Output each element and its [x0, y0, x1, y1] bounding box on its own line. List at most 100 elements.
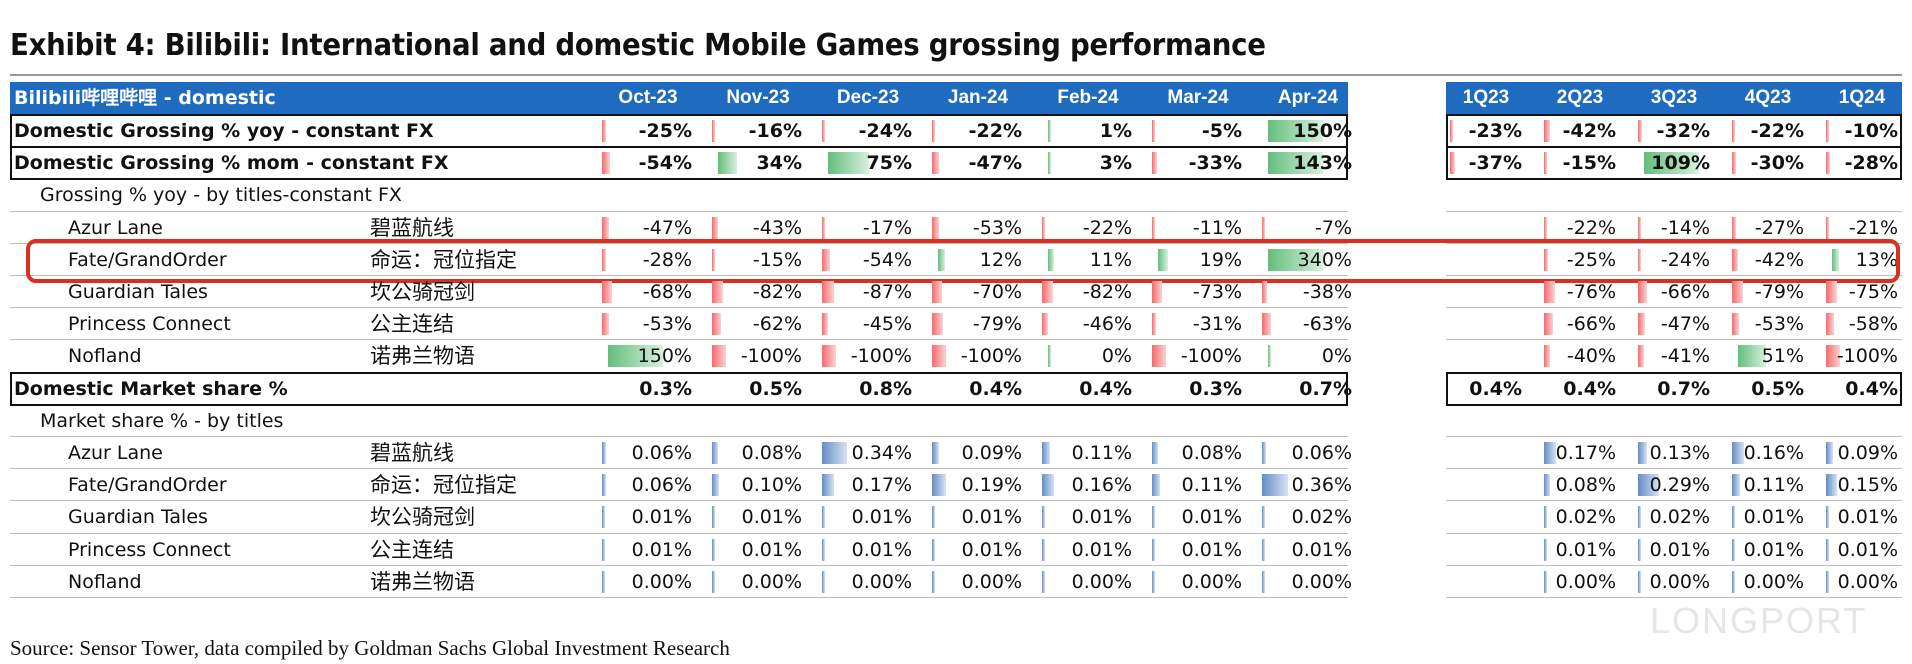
column-header-apr-24: Apr-24	[1277, 87, 1339, 108]
data-bar	[1450, 152, 1456, 175]
data-bar	[1152, 570, 1155, 593]
cell-value: -16%	[748, 120, 802, 142]
data-bar	[1152, 442, 1158, 464]
data-bar	[1638, 281, 1648, 303]
data-bar	[1544, 442, 1557, 464]
cell-value: -75%	[1848, 281, 1898, 303]
row-label: Nofland	[68, 345, 142, 368]
row-separator	[1446, 436, 1902, 437]
cell-value: -45%	[862, 313, 912, 336]
cell-value: 0.08%	[1555, 474, 1616, 497]
data-bar	[712, 345, 726, 368]
cell-value: 0.8%	[859, 377, 912, 400]
row-chinese-name: 命运：冠位指定	[370, 473, 517, 498]
data-bar	[1152, 216, 1155, 239]
cell-value: 0.3%	[639, 377, 692, 400]
cell-value: -100%	[960, 345, 1022, 368]
cell-value: -47%	[968, 152, 1022, 175]
row-label: Fate/GrandOrder	[68, 248, 227, 271]
data-bar	[1826, 442, 1833, 464]
column-header-2q23: 2Q23	[1556, 87, 1604, 108]
data-bar	[712, 248, 715, 271]
data-bar	[712, 474, 720, 497]
data-bar	[932, 570, 935, 593]
data-bar	[602, 152, 610, 175]
cell-value: -82%	[752, 281, 802, 303]
header-bar-quarterly	[1446, 82, 1902, 114]
cell-value: -22%	[1566, 216, 1616, 239]
data-bar	[1152, 313, 1157, 336]
cell-value: 0.09%	[1837, 442, 1898, 464]
data-bar	[1638, 345, 1644, 368]
data-bar	[1826, 570, 1829, 593]
data-bar	[932, 281, 942, 303]
cell-value: -25%	[638, 120, 692, 142]
data-bar	[1732, 570, 1735, 593]
data-bar	[1638, 120, 1643, 142]
data-bar	[1042, 474, 1054, 497]
data-bar	[1826, 313, 1835, 336]
column-header-4q23: 4Q23	[1744, 87, 1792, 108]
cell-value: 0.00%	[1291, 570, 1352, 593]
cell-value: 0.01%	[1743, 506, 1804, 529]
row-label: Guardian Tales	[68, 506, 208, 529]
cell-value: 0.01%	[1837, 506, 1898, 529]
data-bar	[1732, 152, 1737, 175]
cell-value: -23%	[1468, 120, 1522, 142]
cell-value: 0.02%	[1555, 506, 1616, 529]
cell-value: -7%	[1315, 216, 1352, 239]
data-bar	[932, 538, 935, 561]
cell-value: 0.08%	[741, 442, 802, 464]
cell-value: 3%	[1099, 152, 1132, 175]
cell-value: -24%	[1660, 248, 1710, 271]
row-label: Princess Connect	[68, 313, 231, 336]
data-bar	[1262, 538, 1265, 561]
header-bar-monthly	[10, 82, 1348, 114]
cell-value: -33%	[1188, 152, 1242, 175]
data-bar	[1544, 538, 1547, 561]
data-bar	[1152, 506, 1155, 529]
data-bar	[608, 345, 663, 368]
data-bar	[1048, 345, 1051, 368]
cell-value: 0.06%	[631, 442, 692, 464]
data-bar	[1042, 442, 1050, 464]
data-bar	[1826, 152, 1830, 175]
row-chinese-name: 命运：冠位指定	[370, 247, 517, 272]
data-bar	[1638, 474, 1659, 497]
data-bar	[602, 216, 609, 239]
cell-value: 0.01%	[741, 538, 802, 561]
cell-value: -100%	[740, 345, 802, 368]
cell-value: 0.00%	[741, 570, 802, 593]
cell-value: -47%	[642, 216, 692, 239]
data-bar	[1048, 152, 1051, 175]
cell-value: 0.01%	[851, 538, 912, 561]
data-bar	[1544, 216, 1548, 239]
cell-value	[1446, 535, 1522, 565]
row-separator	[10, 597, 1348, 598]
row-separator	[10, 500, 1348, 502]
data-bar	[1042, 313, 1049, 336]
row-box-right	[1446, 146, 1902, 181]
cell-value	[1446, 277, 1522, 307]
cell-value: 0.01%	[1837, 538, 1898, 561]
data-bar	[1262, 442, 1267, 464]
row-separator	[1446, 307, 1902, 309]
data-bar	[1638, 248, 1642, 271]
cell-value: 150%	[1293, 120, 1352, 142]
cell-value: 0%	[1101, 345, 1132, 368]
cell-value: -46%	[1082, 313, 1132, 336]
cell-value: -15%	[752, 248, 802, 271]
cell-value: -27%	[1754, 216, 1804, 239]
cell-value: -73%	[1192, 281, 1242, 303]
data-bar	[822, 216, 825, 239]
data-bar	[1732, 248, 1738, 271]
cell-value: 109%	[1651, 152, 1710, 175]
row-chinese-name: 诺弗兰物语	[370, 344, 475, 369]
cell-value: 0.02%	[1291, 506, 1352, 529]
cell-value: 0.11%	[1743, 474, 1804, 497]
cell-value	[1446, 309, 1522, 339]
row-separator	[1446, 275, 1902, 276]
data-bar	[822, 345, 836, 368]
data-bar	[602, 506, 605, 529]
cell-value: 0.00%	[1071, 570, 1132, 593]
